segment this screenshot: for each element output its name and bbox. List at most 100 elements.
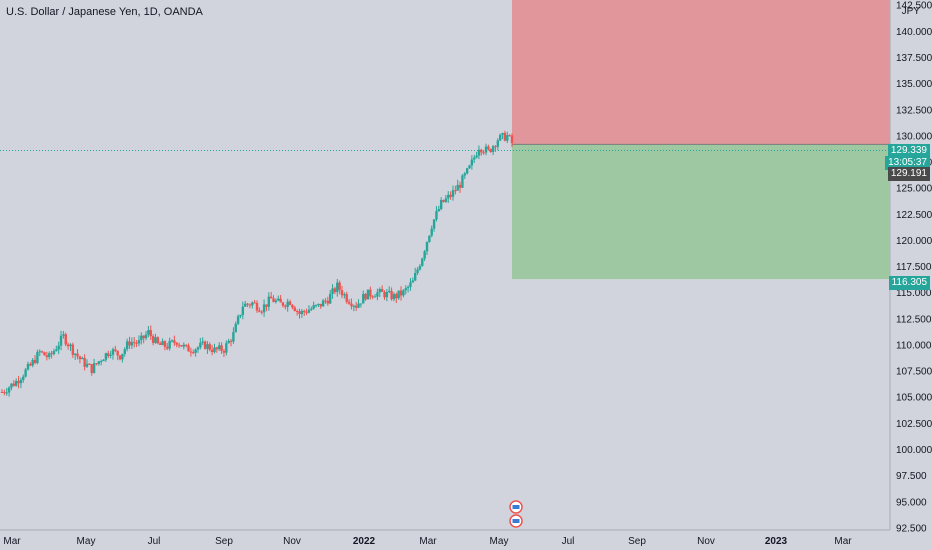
candle-body — [48, 353, 51, 358]
candle-body — [36, 352, 39, 364]
time-tick-label: Sep — [628, 536, 646, 547]
candle-body — [102, 359, 105, 362]
candle-body — [425, 241, 429, 252]
candle-body — [239, 314, 242, 317]
candle-body — [26, 363, 30, 370]
candle-body — [395, 294, 398, 299]
price-tick-label: 115.000 — [896, 288, 932, 299]
candle-body — [487, 146, 490, 150]
candle-body — [59, 335, 63, 346]
candle-body — [192, 352, 195, 354]
candle-body — [447, 194, 450, 199]
candle-body — [477, 149, 481, 156]
candle-body — [388, 290, 391, 293]
candle-body — [383, 291, 386, 298]
candle-body — [109, 354, 112, 356]
candle-body — [345, 294, 348, 302]
price-tick-label: 135.000 — [896, 79, 932, 90]
candle-body — [40, 351, 44, 353]
candle-body — [227, 340, 230, 344]
candle-body — [480, 149, 483, 153]
candle-body — [338, 282, 341, 291]
price-tick-label: 125.000 — [896, 184, 932, 195]
candle-body — [43, 352, 46, 356]
candle-body — [121, 353, 124, 360]
candle-body — [144, 334, 148, 339]
time-tick-label: Mar — [419, 536, 437, 547]
candle-body — [62, 334, 65, 336]
candle-body — [484, 146, 488, 153]
candle-body — [439, 199, 443, 210]
candle-body — [66, 344, 70, 347]
price-tick-label: 117.500 — [896, 262, 932, 273]
candle-body — [111, 349, 115, 355]
candle-body — [225, 343, 228, 353]
candle-body — [76, 353, 79, 357]
candle-body — [251, 302, 254, 306]
candle-body — [33, 359, 37, 364]
candle-body — [135, 342, 138, 344]
candle-body — [503, 133, 507, 141]
time-tick-label: May — [490, 536, 509, 547]
candle-body — [253, 302, 256, 304]
candle-body — [78, 356, 82, 360]
candle-body — [404, 288, 407, 291]
candle-body — [430, 228, 433, 236]
candle-body — [366, 289, 370, 300]
candle-body — [461, 175, 464, 188]
candle-body — [213, 347, 216, 353]
candle-body — [246, 303, 249, 305]
candle-body — [416, 269, 419, 274]
candle-body — [10, 383, 13, 388]
candle-body — [149, 330, 152, 337]
candle-body — [71, 344, 75, 355]
candle-body — [340, 290, 344, 296]
candle-body — [442, 199, 445, 202]
candle-body — [331, 288, 334, 294]
candle-body — [411, 280, 415, 283]
candle-body — [465, 168, 469, 174]
candle-body — [359, 303, 363, 305]
candle-body — [92, 363, 96, 373]
candle-body — [281, 302, 285, 306]
price-tick-label: 100.000 — [896, 445, 932, 456]
candle-body — [463, 173, 466, 176]
price-tick-label: 105.000 — [896, 393, 932, 404]
candle-body — [69, 344, 72, 347]
candle-body — [267, 296, 271, 307]
candle-body — [258, 310, 261, 312]
candle-body — [428, 235, 431, 242]
candle-body — [17, 380, 20, 384]
candle-body — [182, 344, 186, 347]
candle-body — [262, 304, 266, 313]
candle-body — [158, 343, 162, 345]
candle-body — [498, 134, 502, 141]
candle-body — [22, 376, 25, 380]
candle-body — [90, 364, 93, 373]
candle-body — [449, 194, 452, 197]
candle-body — [114, 349, 117, 351]
candle-body — [130, 342, 134, 346]
candle-body — [298, 311, 301, 314]
candle-body — [272, 298, 275, 303]
time-tick-label: Sep — [215, 536, 233, 547]
candle-body — [206, 344, 209, 349]
candle-body — [168, 340, 171, 349]
stop-loss-zone — [512, 0, 890, 145]
candle-body — [123, 349, 126, 354]
candle-body — [354, 305, 358, 308]
candle-body — [151, 336, 155, 343]
candle-body — [357, 303, 360, 308]
candle-body — [154, 337, 157, 343]
candle-body — [310, 308, 313, 310]
candle-body — [140, 335, 143, 341]
candle-body — [362, 293, 365, 304]
candle-body — [475, 155, 478, 158]
chart-title: U.S. Dollar / Japanese Yen, 1D, OANDA — [6, 6, 203, 18]
candle-body — [444, 198, 448, 202]
candle-body — [220, 345, 223, 351]
price-tick-label: 137.500 — [896, 53, 932, 64]
candle-body — [421, 258, 424, 266]
